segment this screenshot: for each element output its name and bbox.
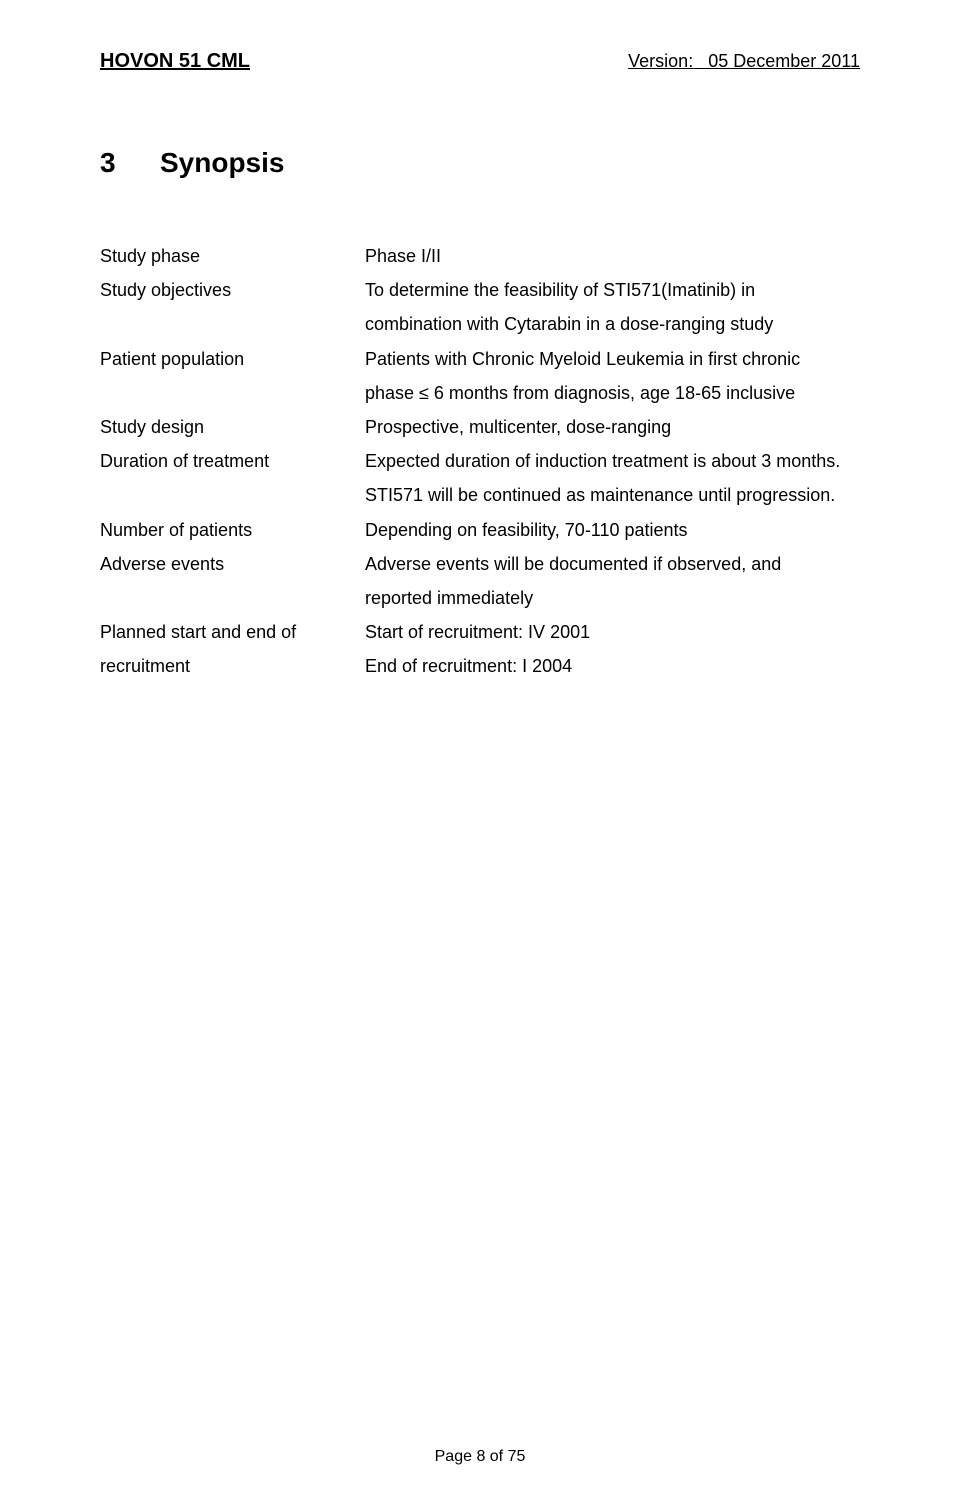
row-label: Number of patients: [100, 513, 365, 547]
page-header: HOVON 51 CML Version: 05 December 2011: [100, 50, 860, 77]
row-value: Expected duration of induction treatment…: [365, 444, 860, 512]
row-value: Depending on feasibility, 70-110 patient…: [365, 513, 860, 547]
page-footer: Page 8 of 75: [0, 1448, 960, 1466]
row-value: To determine the feasibility of STI571(I…: [365, 273, 860, 341]
table-row: Duration of treatment Expected duration …: [100, 444, 860, 512]
synopsis-table: Study phase Phase I/II Study objectives …: [100, 239, 860, 683]
row-label: Duration of treatment: [100, 444, 365, 512]
row-label: Adverse events: [100, 547, 365, 615]
row-label: Study phase: [100, 239, 365, 273]
table-row: Study phase Phase I/II: [100, 239, 860, 273]
section-number: 3: [100, 147, 160, 179]
section-name: Synopsis: [160, 147, 284, 178]
row-value: Start of recruitment: IV 2001 End of rec…: [365, 615, 860, 683]
header-left: HOVON 51 CML: [100, 50, 250, 73]
table-row: Planned start and end of recruitment Sta…: [100, 615, 860, 683]
table-row: Patient population Patients with Chronic…: [100, 342, 860, 410]
table-row: Study design Prospective, multicenter, d…: [100, 410, 860, 444]
row-value: Prospective, multicenter, dose-ranging: [365, 410, 860, 444]
row-value: Adverse events will be documented if obs…: [365, 547, 860, 615]
header-right: Version: 05 December 2011: [628, 51, 860, 72]
header-version-value: 05 December 2011: [698, 51, 860, 71]
table-row: Number of patients Depending on feasibil…: [100, 513, 860, 547]
row-value: Patients with Chronic Myeloid Leukemia i…: [365, 342, 860, 410]
page: HOVON 51 CML Version: 05 December 2011 3…: [0, 0, 960, 1501]
row-label: Planned start and end of recruitment: [100, 615, 365, 683]
row-label: Patient population: [100, 342, 365, 410]
table-row: Study objectives To determine the feasib…: [100, 273, 860, 341]
row-label: Study design: [100, 410, 365, 444]
section-title: 3Synopsis: [100, 147, 860, 179]
header-version-label: Version:: [628, 51, 693, 71]
row-label: Study objectives: [100, 273, 365, 341]
table-row: Adverse events Adverse events will be do…: [100, 547, 860, 615]
row-value: Phase I/II: [365, 239, 860, 273]
